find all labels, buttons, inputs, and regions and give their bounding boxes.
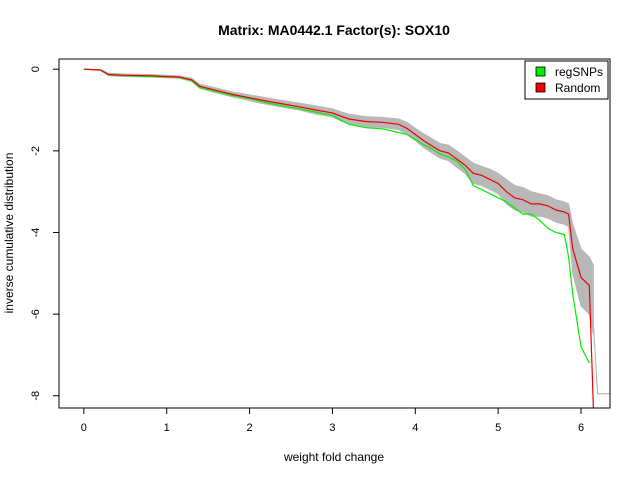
y-tick-label: -2 — [30, 146, 42, 156]
series-lines — [83, 68, 594, 409]
legend-label-random: Random — [555, 81, 600, 95]
x-tick-label: 2 — [247, 422, 253, 434]
x-tick-label: 3 — [329, 422, 335, 434]
y-tick-label: -8 — [30, 391, 42, 401]
x-axis: 0 1 2 3 4 5 6 — [81, 407, 584, 434]
chart-title: Matrix: MA0442.1 Factor(s): SOX10 — [218, 22, 450, 38]
random-band-tail — [588, 256, 610, 395]
random-band-area — [83, 68, 594, 335]
x-tick-label: 6 — [578, 422, 584, 434]
random-band — [83, 68, 610, 395]
x-tick-label: 5 — [495, 422, 501, 434]
y-tick-label: 0 — [30, 66, 42, 72]
y-axis-label: inverse cumulative distribution — [2, 153, 16, 314]
x-tick-label: 0 — [81, 422, 87, 434]
legend-swatch-random — [535, 82, 546, 93]
legend: regSNPs Random — [524, 60, 609, 100]
y-tick-label: -4 — [30, 228, 42, 238]
y-axis: 0 -2 -4 -6 -8 — [30, 66, 60, 401]
x-tick-label: 1 — [164, 422, 170, 434]
series-line-regsnps — [83, 68, 590, 364]
x-tick-label: 4 — [412, 422, 418, 434]
series-line-random — [83, 68, 594, 409]
y-tick-label: -6 — [30, 309, 42, 319]
legend-swatch-regsnps — [535, 66, 546, 77]
legend-label-regsnps: regSNPs — [555, 65, 603, 79]
x-axis-label: weight fold change — [283, 450, 384, 464]
